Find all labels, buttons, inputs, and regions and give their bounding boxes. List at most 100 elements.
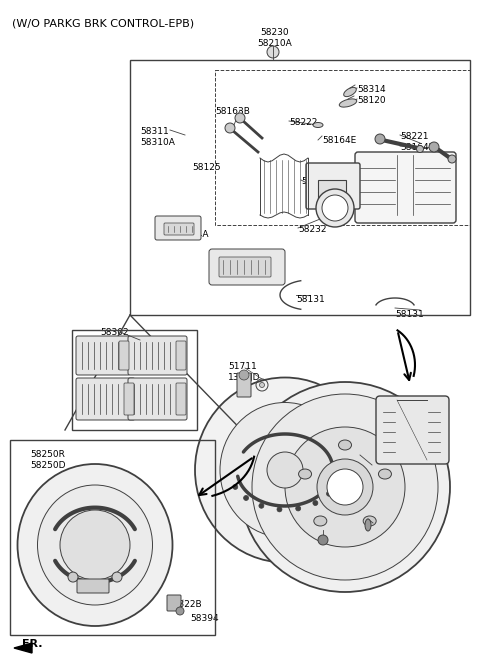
Text: 58230: 58230 [261, 28, 289, 37]
Circle shape [285, 427, 405, 547]
Ellipse shape [363, 516, 376, 526]
Text: 58311: 58311 [140, 127, 169, 136]
Text: 58302: 58302 [100, 328, 129, 337]
FancyBboxPatch shape [128, 378, 187, 420]
Text: 58131: 58131 [296, 295, 325, 304]
Text: 58414: 58414 [309, 550, 337, 559]
Bar [10, 440, 215, 635]
FancyBboxPatch shape [209, 249, 285, 285]
FancyBboxPatch shape [76, 336, 130, 375]
Text: 58125: 58125 [192, 163, 221, 172]
Ellipse shape [220, 402, 350, 537]
Ellipse shape [17, 464, 172, 626]
Ellipse shape [322, 195, 348, 221]
FancyBboxPatch shape [176, 341, 186, 370]
Text: 58250D: 58250D [30, 461, 65, 470]
FancyBboxPatch shape [124, 383, 134, 415]
Circle shape [112, 572, 122, 582]
Ellipse shape [338, 440, 351, 450]
Circle shape [259, 503, 264, 508]
Circle shape [375, 134, 385, 144]
Text: 58244A: 58244A [82, 390, 117, 399]
Circle shape [277, 507, 282, 512]
Circle shape [318, 535, 328, 545]
FancyBboxPatch shape [355, 152, 456, 223]
Circle shape [243, 495, 249, 501]
Text: 58210A: 58210A [258, 39, 292, 48]
FancyBboxPatch shape [155, 216, 201, 240]
Circle shape [239, 370, 249, 380]
Circle shape [267, 452, 303, 488]
FancyBboxPatch shape [164, 223, 194, 235]
Circle shape [60, 510, 130, 580]
FancyBboxPatch shape [76, 378, 135, 420]
Text: 58164E: 58164E [322, 136, 356, 145]
FancyBboxPatch shape [167, 595, 181, 611]
Text: (W/O PARKG BRK CONTROL-EPB): (W/O PARKG BRK CONTROL-EPB) [12, 18, 194, 28]
Text: 58394: 58394 [191, 614, 219, 623]
Text: 58221: 58221 [400, 132, 429, 141]
Circle shape [235, 113, 245, 123]
Text: 58232: 58232 [298, 225, 326, 234]
Ellipse shape [195, 378, 375, 563]
Text: 58120: 58120 [357, 96, 385, 105]
FancyBboxPatch shape [306, 163, 360, 209]
Ellipse shape [378, 469, 392, 479]
Text: 51711: 51711 [228, 362, 257, 371]
Circle shape [267, 46, 279, 58]
Text: 58233: 58233 [301, 177, 330, 186]
Ellipse shape [417, 146, 423, 152]
Text: 58244A: 58244A [174, 230, 208, 239]
Circle shape [176, 607, 184, 615]
Text: 58222: 58222 [289, 118, 317, 127]
Circle shape [252, 394, 438, 580]
FancyBboxPatch shape [219, 257, 271, 277]
Ellipse shape [448, 155, 456, 163]
Text: 58250R: 58250R [30, 450, 65, 459]
Circle shape [296, 506, 300, 511]
FancyBboxPatch shape [119, 341, 129, 370]
Ellipse shape [37, 485, 153, 605]
Text: 58163B: 58163B [215, 107, 250, 116]
Circle shape [327, 469, 363, 505]
FancyBboxPatch shape [77, 579, 109, 593]
Text: 58314: 58314 [357, 85, 385, 94]
Text: 58244A: 58244A [248, 268, 283, 277]
FancyBboxPatch shape [176, 383, 186, 415]
Ellipse shape [299, 469, 312, 479]
Text: 58310A: 58310A [140, 138, 175, 147]
Ellipse shape [365, 519, 371, 531]
Circle shape [326, 491, 332, 496]
Bar [72, 330, 197, 430]
Ellipse shape [316, 189, 354, 227]
Text: FR.: FR. [22, 639, 43, 649]
Text: 58244A: 58244A [126, 353, 160, 362]
Bar [130, 60, 470, 315]
Text: 58244A: 58244A [126, 342, 160, 351]
FancyBboxPatch shape [128, 336, 187, 375]
Ellipse shape [314, 516, 327, 526]
Ellipse shape [313, 122, 323, 128]
FancyBboxPatch shape [376, 396, 449, 464]
Ellipse shape [344, 87, 356, 96]
Text: 58322B: 58322B [168, 600, 202, 609]
Circle shape [68, 572, 78, 582]
Circle shape [429, 142, 439, 152]
Circle shape [240, 382, 450, 592]
Text: 58411D: 58411D [373, 462, 408, 471]
Bar [215, 70, 470, 225]
Polygon shape [14, 643, 32, 653]
Text: 1351JD: 1351JD [228, 373, 261, 382]
Text: 58131: 58131 [395, 310, 424, 319]
Circle shape [233, 484, 238, 489]
Text: 1220FS: 1220FS [373, 530, 407, 539]
Bar [318, 180, 346, 200]
Circle shape [317, 459, 373, 515]
Circle shape [335, 479, 340, 484]
FancyBboxPatch shape [237, 373, 251, 397]
Ellipse shape [339, 99, 357, 107]
Text: 58164E: 58164E [400, 143, 434, 152]
Circle shape [313, 501, 318, 505]
Circle shape [225, 123, 235, 133]
Text: 58244A: 58244A [82, 401, 117, 410]
